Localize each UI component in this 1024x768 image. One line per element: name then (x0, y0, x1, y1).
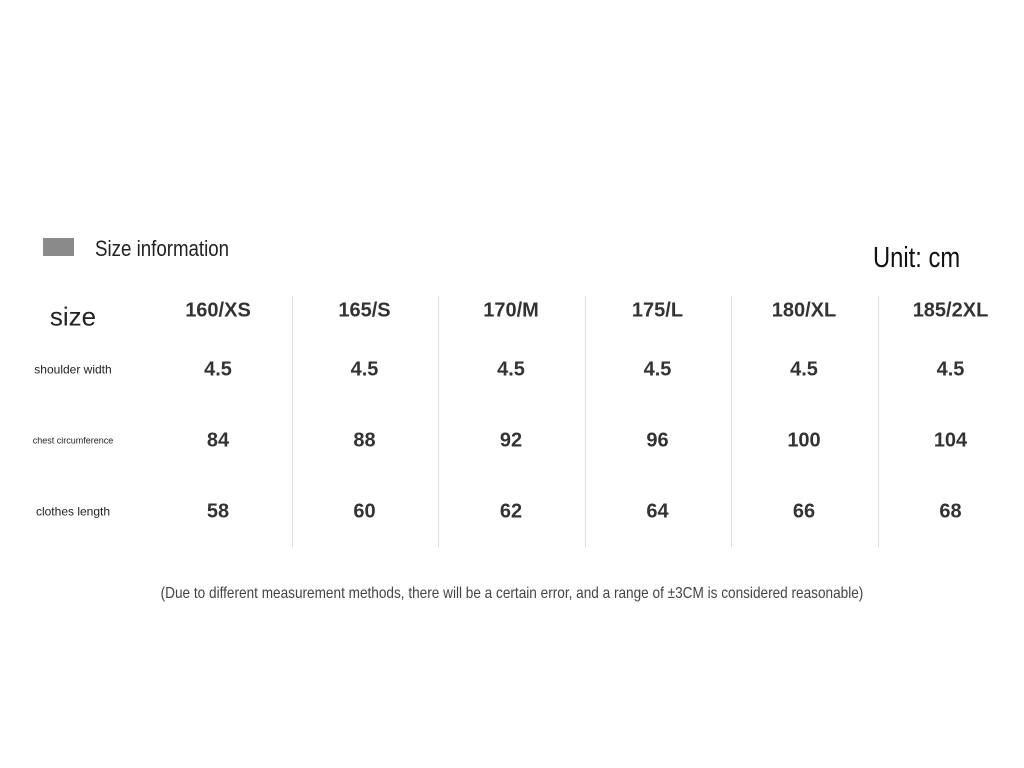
table-cell: 92 (499, 429, 523, 452)
title-marker (43, 238, 74, 256)
table-cell: 4.5 (790, 358, 818, 381)
column-divider (291, 296, 293, 547)
column-divider (877, 296, 879, 547)
table-cell: 4.5 (204, 358, 232, 381)
table-cell: 84 (206, 429, 230, 452)
table-cell: 58 (206, 500, 230, 523)
column-header: 160/XS (185, 299, 251, 322)
unit: Unit: cm (873, 242, 961, 274)
table-cell: 4.5 (643, 358, 672, 381)
table-cell: 4.5 (497, 358, 525, 381)
corner-label: size (49, 301, 97, 332)
table-cell: 88 (353, 429, 376, 452)
note: (Due to different measurement methods, t… (160, 585, 864, 602)
column-header: 165/S (338, 299, 391, 322)
row-label: shoulder width (34, 362, 112, 377)
column-header: 180/XL (771, 299, 837, 322)
column-divider (438, 296, 439, 547)
row-label: clothes length (35, 504, 111, 519)
table-cell: 64 (646, 500, 669, 523)
column-header: 185/2XL (912, 299, 989, 322)
row-label: chest circumference (32, 435, 114, 446)
title: Size information (95, 236, 230, 261)
table-cell: 104 (933, 429, 968, 452)
column-header: 170/M (483, 299, 539, 322)
table-cell: 60 (353, 500, 376, 523)
column-divider (731, 296, 732, 547)
column-header: 175/L (631, 299, 684, 322)
table-cell: 66 (792, 500, 816, 523)
table-cell: 100 (787, 429, 821, 452)
table-cell: 96 (646, 429, 669, 452)
table-cell: 4.5 (936, 358, 965, 381)
table-cell: 68 (939, 500, 962, 523)
column-divider (584, 296, 586, 547)
table-cell: 62 (499, 500, 523, 523)
table-cell: 4.5 (350, 358, 379, 381)
